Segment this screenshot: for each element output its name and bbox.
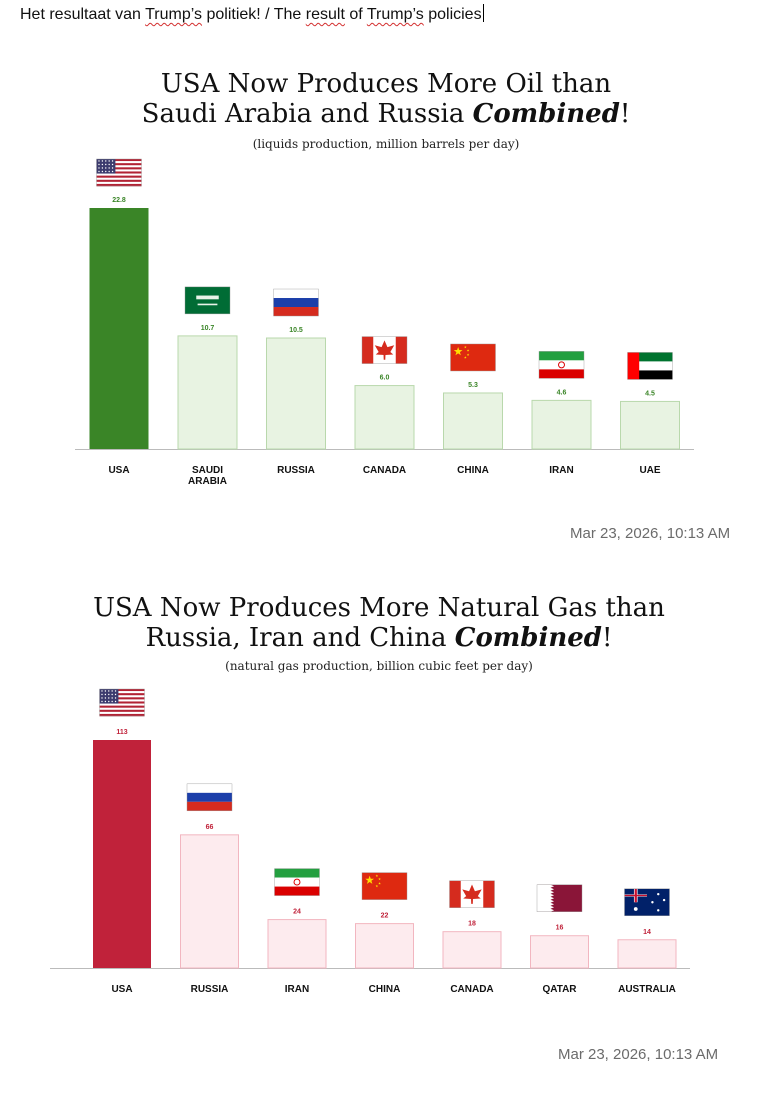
category-label: CHINA xyxy=(457,465,489,476)
bar-value-label: 4.5 xyxy=(645,390,655,397)
chart-title-text: ! xyxy=(601,623,613,653)
bar xyxy=(355,923,414,969)
bar xyxy=(620,400,680,450)
chart-subtitle: (liquids production, million barrels per… xyxy=(252,137,520,151)
header-text: Het resultaat van xyxy=(20,6,146,23)
iran-flag-icon xyxy=(274,868,320,896)
category-label: AUSTRALIA xyxy=(618,984,676,995)
chart-title-emphasis: Combined xyxy=(454,623,602,653)
china-flag-icon xyxy=(450,343,496,372)
category-label: USA xyxy=(108,465,129,476)
chart-title-line-1: USA Now Produces More Oil than xyxy=(160,69,612,99)
chart-title-text: Russia, Iran and China xyxy=(145,623,455,653)
category-label: RUSSIA xyxy=(191,984,229,995)
australia-flag-icon xyxy=(624,888,670,916)
message-timestamp: Mar 23, 2026, 10:13 AM xyxy=(570,525,731,542)
header-text-misspelled: Trump’s xyxy=(366,6,424,23)
header-text: of xyxy=(344,6,367,23)
gas-chart-panel: USA Now Produces More Natural Gas than R… xyxy=(20,578,738,1078)
document-header: Het resultaat van Trump’s politiek! / Th… xyxy=(20,4,484,24)
uae-flag-icon xyxy=(627,352,673,380)
bar-value-label: 4.6 xyxy=(557,389,567,396)
chart-title-line-1: USA Now Produces More Natural Gas than xyxy=(93,593,665,623)
category-label: SAUDI xyxy=(192,465,223,476)
text-cursor xyxy=(482,4,484,22)
category-label: USA xyxy=(111,984,132,995)
category-label: RUSSIA xyxy=(277,465,315,476)
canada-flag-icon xyxy=(449,880,495,908)
bar xyxy=(177,335,238,450)
category-label: CANADA xyxy=(363,465,406,476)
bar xyxy=(89,208,149,449)
chart-subtitle: (natural gas production, billion cubic f… xyxy=(225,659,533,673)
category-label: UAE xyxy=(639,465,660,476)
bar-value-label: 66 xyxy=(206,824,214,831)
usa-flag-icon xyxy=(96,158,142,187)
chart-title-text: Saudi Arabia and Russia xyxy=(141,99,473,129)
category-label: IRAN xyxy=(549,465,573,476)
header-text-misspelled: result xyxy=(305,6,345,23)
chart-title-line-2: Russia, Iran and China Combined! xyxy=(20,623,738,653)
chart-title-line-2: Saudi Arabia and Russia Combined! xyxy=(30,99,742,129)
bar xyxy=(180,834,239,969)
category-label: QATAR xyxy=(542,984,577,995)
bar-value-label: 10.7 xyxy=(201,325,215,332)
chart-title: USA Now Produces More Natural Gas than R… xyxy=(20,593,738,653)
header-text: politiek! / The xyxy=(202,6,306,23)
bar xyxy=(443,392,503,450)
qatar-flag-icon xyxy=(536,884,583,912)
header-text: policies xyxy=(423,6,482,23)
category-label: ARABIA xyxy=(188,476,227,487)
bar-value-label: 16 xyxy=(556,925,564,932)
bar xyxy=(267,919,327,969)
china-flag-icon xyxy=(361,872,408,900)
saudi-arabia-flag-icon xyxy=(184,286,231,315)
oil-chart-panel: USA Now Produces More Oil than Saudi Ara… xyxy=(30,55,742,555)
bar-value-label: 5.3 xyxy=(468,382,478,389)
bar xyxy=(531,399,592,450)
russia-flag-icon xyxy=(273,288,319,317)
gas-chart-plot: 113 USA 66 RUSSIA 24 IRAN 22 CHINA 18 CANADA 16 QAT… xyxy=(50,688,690,995)
bar xyxy=(442,931,502,969)
chart-title-emphasis: Combined xyxy=(472,99,620,129)
bar-value-label: 6.0 xyxy=(380,375,390,382)
bar xyxy=(93,740,151,968)
russia-flag-icon xyxy=(186,783,233,812)
category-label: CHINA xyxy=(369,984,401,995)
bar-value-label: 24 xyxy=(293,909,301,916)
bar xyxy=(354,385,415,450)
chart-title: USA Now Produces More Oil than Saudi Ara… xyxy=(30,69,742,129)
header-text-misspelled: Trump’s xyxy=(145,6,203,23)
bar-value-label: 14 xyxy=(643,929,651,936)
usa-flag-icon xyxy=(99,688,145,717)
bar-value-label: 22 xyxy=(381,913,389,920)
chart-title-text: ! xyxy=(619,99,631,129)
bar xyxy=(617,939,677,969)
message-timestamp: Mar 23, 2026, 10:13 AM xyxy=(558,1046,719,1063)
bar-value-label: 10.5 xyxy=(289,327,303,334)
bar-value-label: 113 xyxy=(116,729,127,736)
category-label: CANADA xyxy=(450,984,493,995)
bar xyxy=(530,935,589,969)
bar-value-label: 18 xyxy=(468,921,476,928)
category-label: IRAN xyxy=(285,984,309,995)
iran-flag-icon xyxy=(538,351,585,379)
canada-flag-icon xyxy=(361,336,408,364)
bar-value-label: 22.8 xyxy=(112,197,126,204)
bar xyxy=(266,337,326,450)
